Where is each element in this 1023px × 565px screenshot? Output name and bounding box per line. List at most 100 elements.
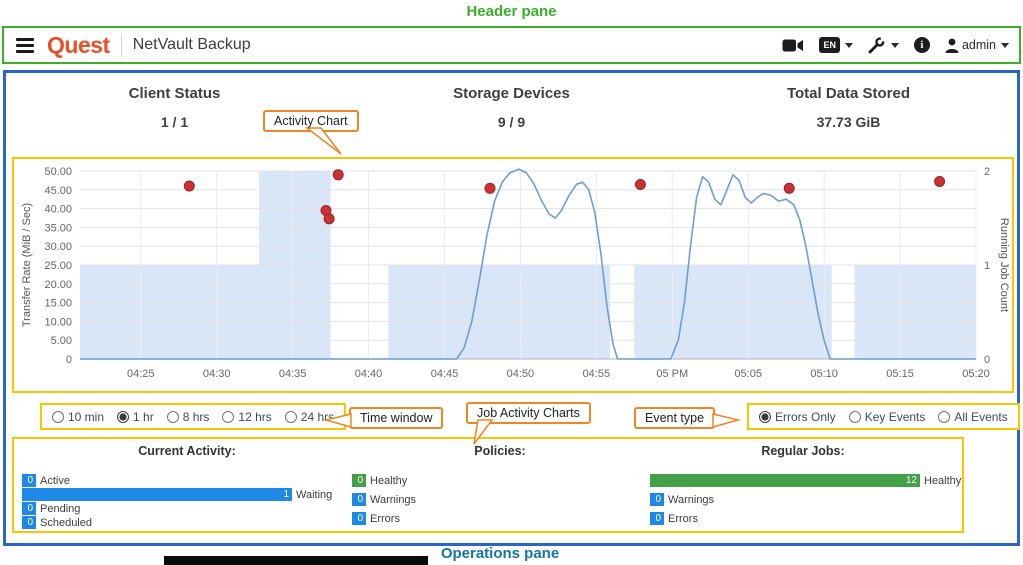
monitor-pane: Client Status 1 / 1 Storage Devices 9 / 9 To… — [3, 70, 1020, 546]
callout-label: Time window — [360, 411, 433, 425]
regular-jobs-group: Regular Jobs: 12 Healthy 0 Warnings 0 Errors — [650, 444, 961, 531]
svg-text:Transfer Rate (MiB / Sec): Transfer Rate (MiB / Sec) — [21, 203, 33, 327]
time-window-option[interactable]: 8 hrs — [166, 410, 209, 424]
error-event-dot[interactable] — [323, 213, 335, 225]
activity-bar[interactable]: 12 — [650, 474, 920, 487]
time-window-radio[interactable] — [117, 410, 130, 423]
activity-bar[interactable]: 0 — [22, 516, 36, 529]
radio-label: All Events — [954, 409, 1008, 424]
error-event-dot[interactable] — [934, 176, 946, 187]
event-type-group: Errors Only Key Events All Events — [747, 403, 1020, 430]
event-type-option[interactable]: Errors Only — [759, 410, 836, 424]
event-type-radio[interactable] — [938, 410, 951, 423]
language-menu[interactable]: EN — [819, 37, 853, 53]
callout-time-window: Time window — [323, 407, 444, 429]
time-window-option[interactable]: 1 hr — [117, 410, 154, 424]
activity-bar[interactable]: 0 — [352, 493, 366, 506]
summary-tiles: Client Status 1 / 1 Storage Devices 9 / 9 To… — [6, 85, 1017, 130]
group-title: Regular Jobs: — [761, 444, 845, 458]
error-event-dot[interactable] — [183, 180, 195, 192]
callout-tail — [712, 413, 742, 428]
job-activity-panel: Current Activity: 0 Active 1 Waiting 0 Pendin… — [12, 437, 964, 533]
activity-chart-svg[interactable]: 50.0045.0040.0035.0030.0025.0020.0015.00… — [16, 161, 1012, 391]
time-window-option[interactable]: 12 hrs — [222, 410, 272, 424]
activity-bar-row: 0 Errors — [650, 512, 956, 525]
activity-bar-label: Healthy — [370, 474, 408, 487]
svg-text:Running Job Count: Running Job Count — [998, 218, 1010, 312]
svg-text:04:30: 04:30 — [203, 368, 231, 380]
error-event-dot[interactable] — [634, 179, 646, 190]
current-activity-group: Current Activity: 0 Active 1 Waiting 0 Pendin… — [22, 444, 352, 530]
activity-bar-label: Errors — [370, 512, 400, 525]
svg-text:40.00: 40.00 — [44, 204, 72, 216]
tile-label: Total Data Stored — [786, 85, 911, 102]
time-window-radio[interactable] — [166, 410, 179, 423]
tile-value: 1 / 1 — [160, 114, 189, 130]
event-type-option[interactable]: All Events — [938, 409, 1008, 424]
time-window-radio[interactable] — [222, 410, 235, 423]
svg-text:04:55: 04:55 — [583, 368, 611, 380]
svg-text:45.00: 45.00 — [44, 185, 72, 197]
svg-text:04:50: 04:50 — [507, 368, 535, 380]
svg-text:05:10: 05:10 — [810, 368, 838, 380]
error-event-dot[interactable] — [484, 182, 496, 194]
time-window-radio[interactable] — [284, 410, 297, 423]
tools-menu[interactable] — [868, 36, 899, 54]
event-type-option[interactable]: Key Events — [848, 410, 925, 424]
time-window-option[interactable]: 10 min — [52, 410, 104, 424]
activity-bar-row: 0 Healthy — [352, 474, 648, 487]
activity-bar[interactable]: 0 — [650, 493, 664, 506]
callout-tail — [473, 419, 494, 445]
callout-activity-chart: Activity Chart — [263, 110, 359, 155]
activity-bar-label: Active — [40, 474, 70, 487]
radio-label: 1 hr — [133, 409, 154, 424]
activity-bar[interactable]: 0 — [352, 474, 366, 487]
svg-text:05 PM: 05 PM — [656, 368, 688, 380]
quest-logo[interactable]: Quest — [47, 31, 110, 58]
callout-tail — [304, 127, 342, 155]
svg-text:0: 0 — [66, 354, 72, 366]
tile-label: Storage Devices — [453, 85, 570, 102]
chevron-down-icon — [844, 42, 853, 48]
tile-value: 9 / 9 — [497, 114, 526, 130]
tools-icon — [868, 36, 886, 53]
svg-text:04:45: 04:45 — [431, 368, 459, 380]
chart-axis-labels: 50.0045.0040.0035.0030.0025.0020.0015.00… — [21, 166, 1010, 380]
event-type-radio[interactable] — [848, 410, 861, 423]
callout-label: Activity Chart — [274, 114, 348, 128]
info-button[interactable]: i — [913, 37, 930, 53]
language-badge: EN — [819, 37, 840, 53]
menu-icon[interactable] — [14, 36, 36, 55]
activity-bar-label: Errors — [668, 512, 698, 525]
callout-job-activity-charts: Job Activity Charts — [466, 402, 591, 445]
svg-text:35.00: 35.00 — [44, 222, 72, 234]
svg-text:04:35: 04:35 — [279, 368, 307, 380]
svg-text:20.00: 20.00 — [44, 279, 72, 291]
activity-bar-label: Healthy — [924, 474, 962, 487]
activity-bar[interactable]: 0 — [650, 512, 664, 525]
user-menu[interactable]: admin — [945, 38, 1009, 53]
error-event-dot[interactable] — [332, 169, 344, 181]
activity-bar-row: 0 Warnings — [650, 493, 956, 506]
activity-bar[interactable]: 0 — [22, 502, 36, 515]
svg-text:15.00: 15.00 — [44, 298, 72, 310]
user-icon — [945, 38, 959, 53]
activity-bar-label: Scheduled — [40, 516, 92, 529]
time-window-radio[interactable] — [52, 410, 64, 423]
operations-pane-annotation: Operations pane — [440, 545, 560, 562]
activity-bar-row: 0 Active — [22, 474, 352, 487]
event-type-radio[interactable] — [759, 410, 771, 423]
regular-jobs-rows: 12 Healthy 0 Warnings 0 Errors — [650, 474, 961, 525]
policies-group: Policies: 0 Healthy 0 Warnings 0 Errors — [352, 444, 648, 531]
video-camera-icon — [782, 39, 804, 51]
activity-bar-label: Pending — [40, 502, 81, 515]
header-pane-annotation: Header pane — [466, 3, 557, 20]
activity-bar[interactable]: 1 — [22, 488, 292, 501]
chevron-down-icon — [890, 42, 899, 48]
error-event-dot[interactable] — [783, 182, 795, 194]
activity-bar[interactable]: 0 — [352, 512, 366, 525]
activity-bar[interactable]: 0 — [22, 474, 36, 487]
activity-bar-label: Warnings — [370, 493, 417, 506]
callout-label: Job Activity Charts — [477, 406, 580, 420]
video-tutorials-button[interactable] — [782, 38, 804, 53]
